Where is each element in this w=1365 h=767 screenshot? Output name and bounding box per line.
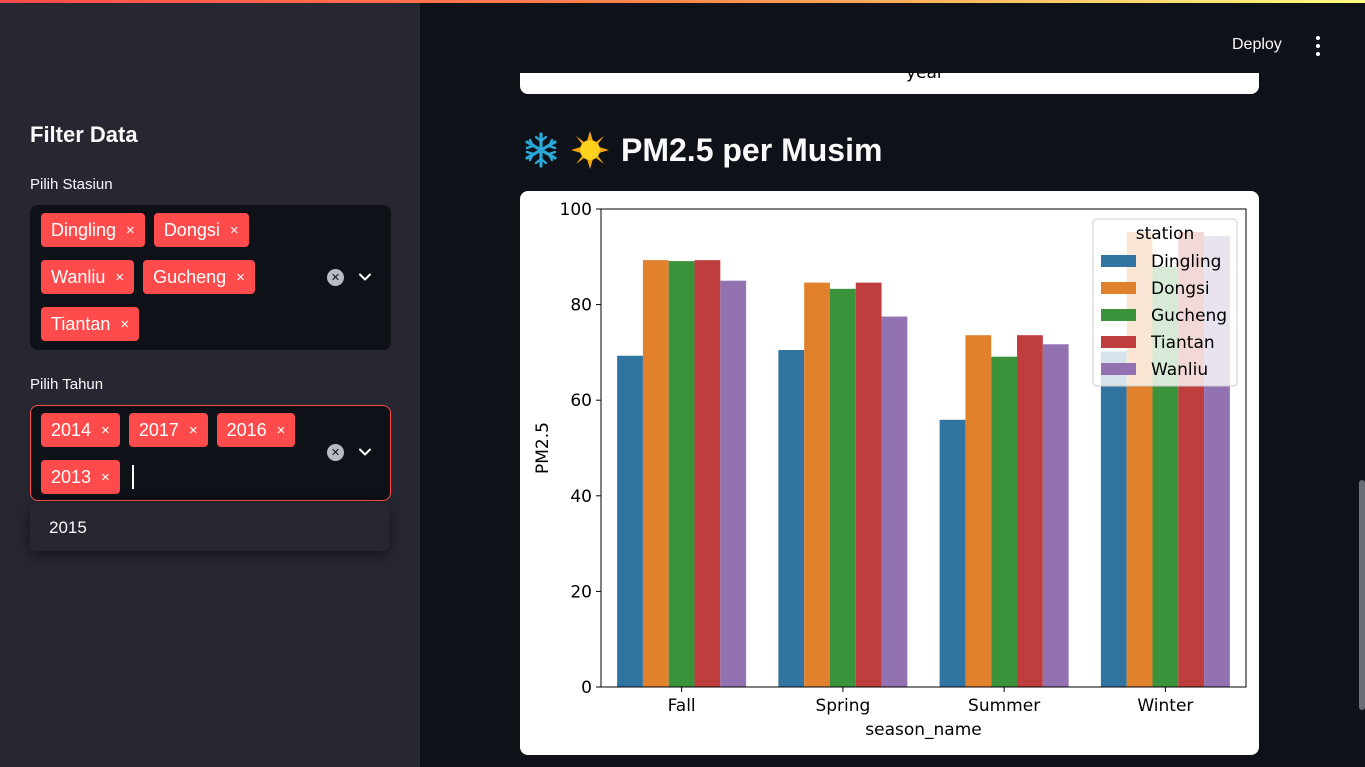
remove-tag-icon[interactable]: × xyxy=(101,468,110,486)
x-tick-label: Spring xyxy=(815,696,870,716)
snowflake-icon xyxy=(525,132,557,168)
selected-tag[interactable]: Wanliu × xyxy=(41,260,135,294)
chevron-down-icon[interactable] xyxy=(357,444,373,460)
station-filter-label: Pilih Stasiun xyxy=(30,176,113,193)
previous-chart-card: year xyxy=(520,73,1259,94)
clear-all-icon[interactable]: ✕ xyxy=(327,444,344,461)
y-axis-label: PM2.5 xyxy=(533,422,553,474)
legend-title: station xyxy=(1136,224,1195,244)
remove-tag-icon[interactable]: × xyxy=(229,221,239,239)
bar xyxy=(1042,344,1069,687)
legend-swatch xyxy=(1101,255,1136,267)
y-tick-label: 20 xyxy=(570,582,592,602)
legend-label: Dongsi xyxy=(1151,279,1210,299)
top-decoration-bar xyxy=(0,0,1365,3)
selected-tag[interactable]: 2014 × xyxy=(41,413,120,447)
bar xyxy=(829,288,856,687)
legend-swatch xyxy=(1101,363,1136,375)
y-tick-label: 100 xyxy=(560,200,592,220)
bar xyxy=(778,350,805,687)
x-tick-label: Summer xyxy=(968,696,1040,716)
page-scrollbar[interactable] xyxy=(1359,480,1365,710)
chevron-down-icon[interactable] xyxy=(357,269,373,285)
legend-swatch xyxy=(1101,309,1136,321)
bar xyxy=(855,282,882,687)
bar xyxy=(965,335,992,687)
bar xyxy=(668,261,695,687)
sidebar: Filter Data Pilih Stasiun Dingling × Dongs… xyxy=(0,0,420,767)
legend-label: Tiantan xyxy=(1150,333,1215,353)
tag-label: 2014 xyxy=(51,419,92,440)
dropdown-option[interactable]: 2015 xyxy=(49,518,87,537)
bar xyxy=(804,282,830,687)
year-filter-label: Pilih Tahun xyxy=(30,376,104,393)
legend-label: Wanliu xyxy=(1151,360,1208,380)
remove-tag-icon[interactable]: × xyxy=(126,221,135,239)
bar xyxy=(720,280,747,687)
bar xyxy=(642,260,669,687)
text-cursor xyxy=(131,465,134,489)
bar xyxy=(991,356,1018,687)
bar xyxy=(1100,351,1127,687)
bar xyxy=(881,316,908,687)
station-multiselect[interactable]: Dingling × Dongsi × Wanliu × Gucheng × Tiantan × … xyxy=(30,205,391,350)
selected-tag[interactable]: Gucheng × xyxy=(143,260,255,294)
bar xyxy=(617,355,643,687)
y-tick-label: 0 xyxy=(581,678,592,698)
x-tick-label: Fall xyxy=(668,696,696,716)
tag-label: 2013 xyxy=(51,466,92,487)
plot-frame xyxy=(600,208,1247,688)
legend-swatch xyxy=(1101,336,1136,348)
pm25-season-chart: 0 20 40 60 80 100 Fall Spring Summer Winter season… xyxy=(520,191,1259,755)
remove-tag-icon[interactable]: × xyxy=(120,315,130,333)
tag-label: Dingling xyxy=(51,219,117,240)
selected-tag[interactable]: 2013 × xyxy=(41,460,120,494)
y-tick-label: 80 xyxy=(570,296,592,316)
section-title: PM2.5 per Musim xyxy=(621,131,883,168)
selected-tag[interactable]: 2016 × xyxy=(216,413,296,447)
main-menu-icon[interactable] xyxy=(1310,36,1326,56)
year-dropdown-menu: 2015 xyxy=(30,503,389,551)
bar xyxy=(939,419,966,687)
legend-swatch xyxy=(1101,282,1136,294)
tag-label: Gucheng xyxy=(153,266,227,287)
remove-tag-icon[interactable]: × xyxy=(236,268,245,286)
x-tick-label: Winter xyxy=(1137,696,1193,716)
selected-tag[interactable]: 2017 × xyxy=(128,413,208,447)
selected-tag[interactable]: Dingling × xyxy=(41,213,145,247)
bar xyxy=(694,260,721,687)
remove-tag-icon[interactable]: × xyxy=(188,421,198,439)
remove-tag-icon[interactable]: × xyxy=(115,268,125,286)
bar xyxy=(1017,335,1043,687)
station-tag-list: Dingling × Dongsi × Wanliu × Gucheng × Tiantan × xyxy=(41,213,311,341)
legend-label: Dingling xyxy=(1151,252,1221,272)
tag-label: Tiantan xyxy=(51,313,111,334)
year-tag-list: 2014 × 2017 × 2016 × 2013 × xyxy=(41,413,311,494)
y-tick-label: 40 xyxy=(570,487,592,507)
tag-label: 2017 xyxy=(138,419,179,440)
selected-tag[interactable]: Tiantan × xyxy=(41,307,140,341)
section-header: PM2.5 per Musim xyxy=(523,130,882,170)
clear-all-icon[interactable]: ✕ xyxy=(327,269,344,286)
sidebar-title: Filter Data xyxy=(30,122,138,147)
chart-svg: 0 20 40 60 80 100 Fall Spring Summer Winter season… xyxy=(533,200,1247,740)
sun-icon xyxy=(571,131,609,169)
deploy-button[interactable]: Deploy xyxy=(1232,36,1282,53)
remove-tag-icon[interactable]: × xyxy=(101,421,110,439)
previous-chart-xlabel: year xyxy=(906,73,944,83)
year-multiselect[interactable]: 2014 × 2017 × 2016 × 2013 × ✕ xyxy=(30,405,391,501)
y-tick-label: 60 xyxy=(570,391,592,411)
tag-label: Dongsi xyxy=(163,219,220,240)
legend-label: Gucheng xyxy=(1151,306,1227,326)
x-axis-label: season_name xyxy=(865,720,981,740)
tag-label: 2016 xyxy=(226,419,267,440)
selected-tag[interactable]: Dongsi × xyxy=(153,213,249,247)
remove-tag-icon[interactable]: × xyxy=(276,421,286,439)
tag-label: Wanliu xyxy=(51,266,106,287)
